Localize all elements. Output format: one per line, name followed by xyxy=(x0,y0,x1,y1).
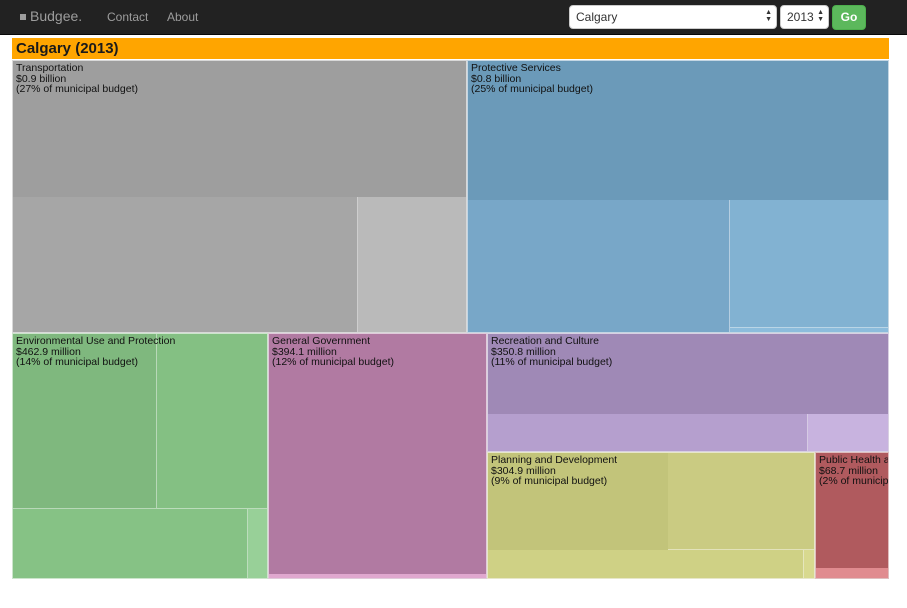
tile-protective-services[interactable]: Protective Services $0.8 billion (25% of… xyxy=(467,60,889,333)
category-name: Transportation xyxy=(16,62,84,74)
category-share: (9% of municipal budget) xyxy=(491,475,608,487)
tile-label: General Government $394.1 million (12% o… xyxy=(272,336,394,368)
city-select[interactable]: Calgary ▲ ▼ xyxy=(569,5,777,29)
category-share: (11% of municipal budget) xyxy=(491,356,613,368)
subtile[interactable] xyxy=(808,414,888,451)
category-name: Protective Services xyxy=(471,62,561,74)
year-select-value: 2013 xyxy=(787,10,814,24)
subtile[interactable] xyxy=(269,574,486,578)
subtile[interactable] xyxy=(804,550,814,578)
tile-label: Planning and Development $304.9 million … xyxy=(491,455,617,487)
tile-label: Public Health a $68.7 million (2% of mun… xyxy=(819,454,889,487)
city-select-value: Calgary xyxy=(576,10,618,24)
go-button[interactable]: Go xyxy=(832,5,866,30)
treemap-title[interactable]: Calgary (2013) xyxy=(12,38,889,59)
category-share: (25% of municipal budget) xyxy=(471,83,593,95)
category-amount: $0.9 billion xyxy=(16,72,67,85)
subtile[interactable] xyxy=(248,509,267,578)
tile-label: Protective Services $0.8 billion (25% of… xyxy=(471,63,593,95)
tile-planning-development[interactable]: Planning and Development $304.9 million … xyxy=(487,452,815,579)
year-select[interactable]: 2013 ▲ ▼ xyxy=(780,5,829,29)
category-share: (14% of municipal budget) xyxy=(16,356,138,368)
tile-label: Environmental Use and Protection $462.9 … xyxy=(16,336,175,368)
tile-environmental-use[interactable]: Environmental Use and Protection $462.9 … xyxy=(12,333,268,579)
updown-arrows-icon: ▲ ▼ xyxy=(765,9,772,23)
subtile[interactable] xyxy=(730,200,888,328)
nav-link-contact[interactable]: Contact xyxy=(107,10,149,24)
brand-square-icon xyxy=(20,14,26,21)
category-amount: $394.1 million xyxy=(272,345,337,358)
category-amount: $304.9 million xyxy=(491,464,556,477)
category-name: Environmental Use and Protection xyxy=(16,335,176,347)
subtile[interactable] xyxy=(816,568,888,578)
brand-logo[interactable]: Budgee. xyxy=(20,8,82,24)
subtile[interactable] xyxy=(668,453,814,550)
category-name: Planning and Development xyxy=(491,454,618,466)
updown-arrows-icon: ▲ ▼ xyxy=(817,9,824,23)
category-amount: $68.7 million xyxy=(819,464,878,477)
nav-link-about[interactable]: About xyxy=(167,10,199,24)
tile-general-government[interactable]: General Government $394.1 million (12% o… xyxy=(268,333,487,579)
navbar: Budgee. Contact About Calgary ▲ ▼ 2013 ▲ ▼… xyxy=(0,0,907,35)
brand-name: Budgee. xyxy=(30,8,83,24)
subtile[interactable] xyxy=(730,328,888,332)
subtile[interactable] xyxy=(468,200,730,332)
subtile[interactable] xyxy=(358,197,466,332)
category-share: (2% of municip xyxy=(819,475,889,487)
subtile[interactable] xyxy=(13,334,157,509)
tile-label: Transportation $0.9 billion (27% of muni… xyxy=(16,63,138,95)
category-name: General Government xyxy=(272,335,371,347)
subtile[interactable] xyxy=(488,550,804,578)
subtile[interactable] xyxy=(13,509,248,578)
category-amount: $462.9 million xyxy=(16,345,81,358)
subtile[interactable] xyxy=(157,334,267,509)
category-amount: $350.8 million xyxy=(491,345,556,358)
tile-recreation-culture[interactable]: Recreation and Culture $350.8 million (1… xyxy=(487,333,889,452)
category-name: Public Health a xyxy=(819,454,889,466)
subtile[interactable] xyxy=(13,197,358,332)
category-share: (27% of municipal budget) xyxy=(16,83,138,95)
tile-public-health[interactable]: Public Health a $68.7 million (2% of mun… xyxy=(815,452,889,579)
category-name: Recreation and Culture xyxy=(491,335,599,347)
category-share: (12% of municipal budget) xyxy=(272,356,394,368)
tile-label: Recreation and Culture $350.8 million (1… xyxy=(491,336,612,368)
category-amount: $0.8 billion xyxy=(471,72,522,85)
subtile[interactable] xyxy=(488,414,808,451)
tile-transportation[interactable]: Transportation $0.9 billion (27% of muni… xyxy=(12,60,467,333)
